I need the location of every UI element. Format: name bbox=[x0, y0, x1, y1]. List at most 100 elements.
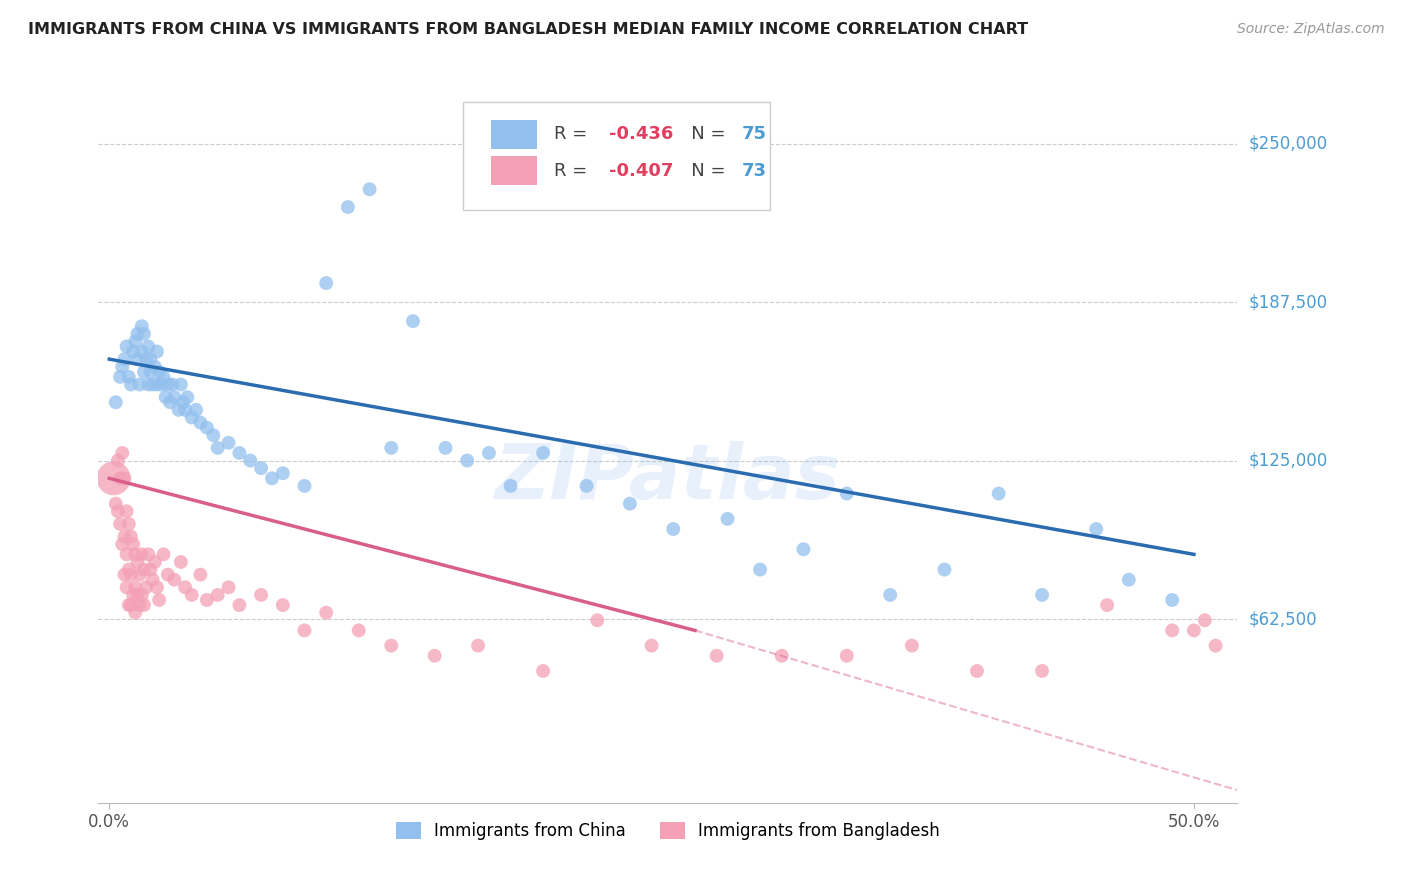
Point bbox=[114, 352, 136, 367]
Point bbox=[132, 365, 155, 379]
Point bbox=[159, 395, 181, 409]
Point bbox=[118, 370, 141, 384]
Point bbox=[128, 377, 150, 392]
Point bbox=[250, 588, 273, 602]
Text: 75: 75 bbox=[742, 126, 766, 144]
Point bbox=[111, 446, 134, 460]
Point bbox=[987, 486, 1010, 500]
Point bbox=[142, 377, 165, 392]
Point bbox=[190, 567, 212, 582]
Point bbox=[124, 547, 146, 561]
Point bbox=[156, 377, 179, 392]
Point bbox=[1118, 573, 1140, 587]
Point bbox=[128, 598, 150, 612]
Point bbox=[640, 639, 662, 653]
Point bbox=[180, 588, 202, 602]
Point bbox=[108, 471, 131, 485]
Text: Source: ZipAtlas.com: Source: ZipAtlas.com bbox=[1237, 22, 1385, 37]
FancyBboxPatch shape bbox=[491, 156, 537, 185]
Point bbox=[531, 664, 554, 678]
Point bbox=[271, 467, 294, 481]
Point bbox=[111, 359, 134, 374]
Point bbox=[124, 580, 146, 594]
Point bbox=[467, 639, 489, 653]
Point bbox=[118, 598, 141, 612]
Point bbox=[218, 435, 240, 450]
Point bbox=[128, 567, 150, 582]
Point bbox=[107, 453, 129, 467]
Point bbox=[190, 416, 212, 430]
Point bbox=[380, 639, 402, 653]
Point bbox=[115, 580, 138, 594]
Point bbox=[104, 497, 127, 511]
Point bbox=[1161, 593, 1184, 607]
Point bbox=[531, 446, 554, 460]
Point bbox=[127, 326, 149, 341]
Point bbox=[792, 542, 814, 557]
Point bbox=[716, 512, 738, 526]
Point bbox=[118, 516, 141, 531]
Point bbox=[586, 613, 609, 627]
Point bbox=[934, 563, 956, 577]
Text: $187,500: $187,500 bbox=[1249, 293, 1327, 311]
Text: N =: N = bbox=[673, 126, 731, 144]
Point bbox=[172, 395, 194, 409]
Point bbox=[132, 563, 155, 577]
Point bbox=[207, 441, 229, 455]
Point bbox=[152, 547, 174, 561]
Point bbox=[143, 359, 166, 374]
Point bbox=[136, 377, 159, 392]
Point bbox=[336, 200, 359, 214]
Text: -0.436: -0.436 bbox=[609, 126, 673, 144]
Point bbox=[163, 573, 186, 587]
Point bbox=[1182, 624, 1205, 638]
Text: IMMIGRANTS FROM CHINA VS IMMIGRANTS FROM BANGLADESH MEDIAN FAMILY INCOME CORRELA: IMMIGRANTS FROM CHINA VS IMMIGRANTS FROM… bbox=[28, 22, 1028, 37]
Point bbox=[879, 588, 901, 602]
Point bbox=[835, 486, 858, 500]
Point bbox=[139, 365, 162, 379]
Point bbox=[315, 276, 337, 290]
Point bbox=[315, 606, 337, 620]
Point bbox=[294, 479, 316, 493]
Point bbox=[1194, 613, 1216, 627]
Point bbox=[132, 598, 155, 612]
Point bbox=[139, 563, 162, 577]
Point bbox=[120, 530, 142, 544]
Point bbox=[118, 563, 141, 577]
Point bbox=[180, 410, 202, 425]
Point bbox=[184, 402, 207, 417]
Point bbox=[124, 334, 146, 349]
Point bbox=[228, 598, 250, 612]
Point bbox=[167, 402, 190, 417]
Text: N =: N = bbox=[673, 161, 731, 179]
Point bbox=[359, 182, 381, 196]
Point bbox=[127, 588, 149, 602]
Point bbox=[152, 370, 174, 384]
Point bbox=[156, 567, 179, 582]
Point bbox=[170, 555, 193, 569]
Point bbox=[294, 624, 316, 638]
Point bbox=[146, 580, 169, 594]
Point bbox=[135, 580, 157, 594]
Point bbox=[132, 326, 155, 341]
Point bbox=[115, 547, 138, 561]
Point bbox=[749, 563, 772, 577]
Point bbox=[1205, 639, 1227, 653]
Text: $125,000: $125,000 bbox=[1249, 451, 1327, 469]
Point bbox=[901, 639, 924, 653]
Point bbox=[228, 446, 250, 460]
Point bbox=[966, 664, 988, 678]
Point bbox=[195, 593, 218, 607]
Point bbox=[260, 471, 283, 485]
Text: 73: 73 bbox=[742, 161, 766, 179]
Point bbox=[120, 567, 142, 582]
Point bbox=[706, 648, 728, 663]
Point bbox=[575, 479, 598, 493]
Point bbox=[174, 402, 197, 417]
Text: $62,500: $62,500 bbox=[1249, 610, 1317, 628]
Point bbox=[163, 390, 186, 404]
Point bbox=[150, 377, 173, 392]
Point bbox=[160, 377, 183, 392]
Point bbox=[111, 537, 134, 551]
Point bbox=[120, 377, 142, 392]
